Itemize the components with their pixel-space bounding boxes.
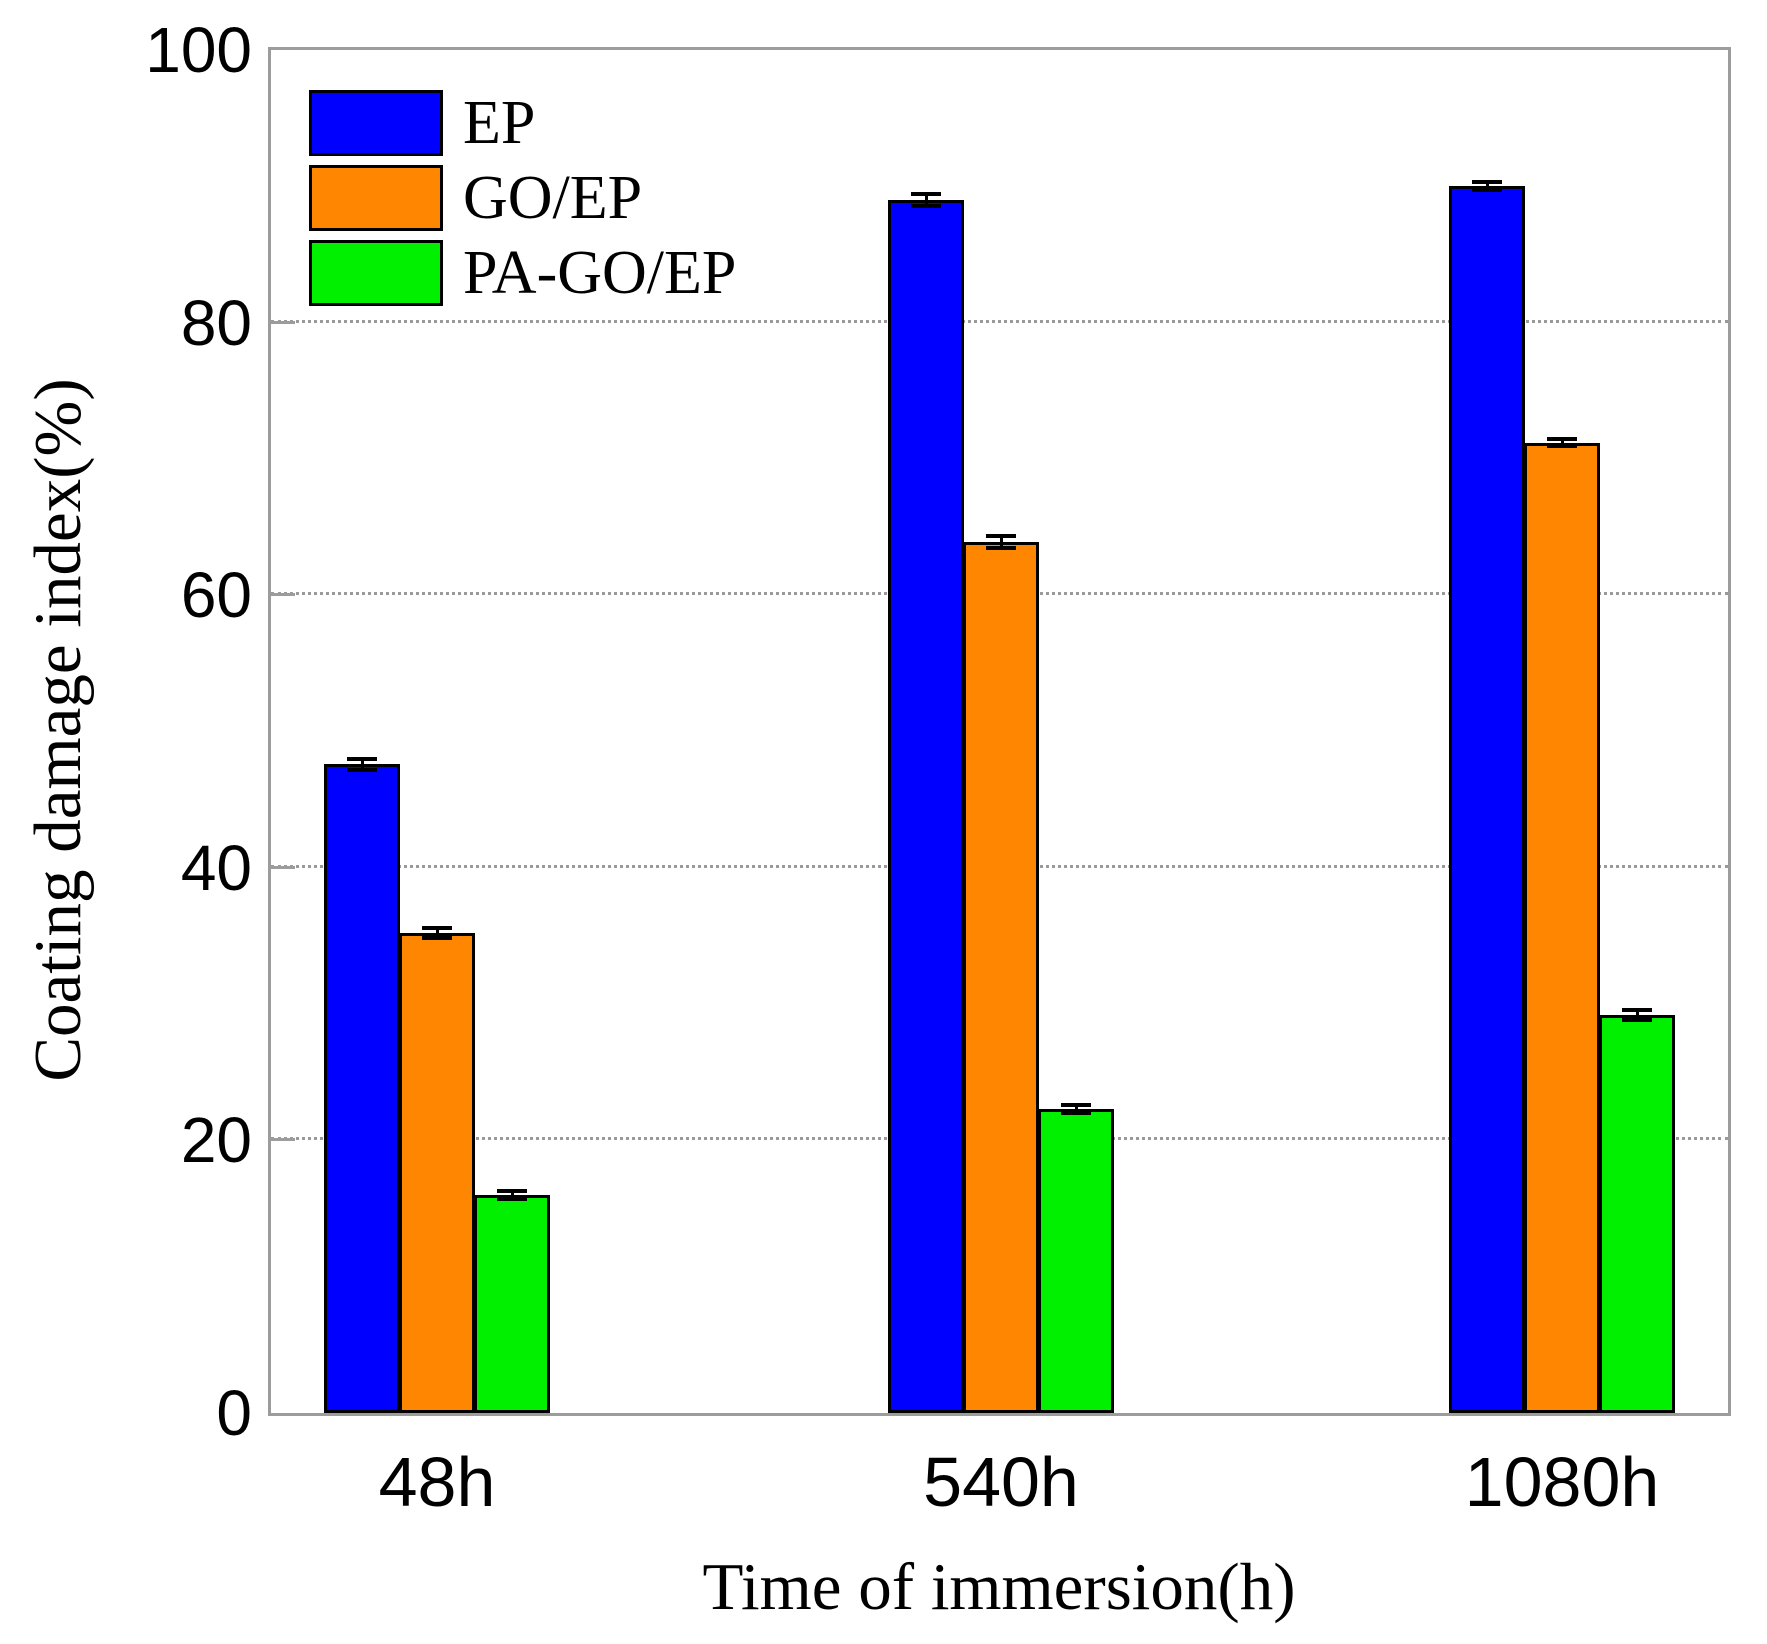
error-bar-cap — [1547, 437, 1577, 442]
error-bar-cap — [422, 926, 452, 931]
y-tick-label: 20 — [180, 1104, 252, 1177]
legend-swatch-ep — [309, 90, 443, 156]
error-bar-cap — [1061, 1111, 1091, 1116]
y-tick-mark — [271, 1138, 295, 1142]
error-bar — [1485, 182, 1489, 191]
error-bar-cap — [1622, 1017, 1652, 1022]
bar-pa-go-ep-1080h — [1599, 1015, 1675, 1413]
error-bar — [360, 758, 364, 770]
error-bar-cap — [986, 533, 1016, 538]
bar-go-ep-540h — [963, 542, 1039, 1413]
x-tick-label: 540h — [923, 1443, 1079, 1521]
plot-area: EP GO/EP PA-GO/EP — [268, 47, 1731, 1416]
legend-item: GO/EP — [309, 165, 736, 231]
legend: EP GO/EP PA-GO/EP — [309, 90, 736, 306]
y-tick-label: 80 — [180, 286, 252, 359]
bar-go-ep-48h — [399, 933, 475, 1413]
legend-label: GO/EP — [463, 164, 643, 232]
legend-swatch-go-ep — [309, 165, 443, 231]
error-bar-cap — [347, 767, 377, 772]
error-bar — [1635, 1010, 1639, 1020]
error-bar-cap — [347, 756, 377, 761]
error-bar-cap — [422, 936, 452, 940]
error-bar — [924, 193, 928, 207]
error-bar-cap — [1061, 1102, 1091, 1107]
error-bar-cap — [497, 1188, 527, 1193]
bar-pa-go-ep-48h — [474, 1194, 550, 1413]
x-axis-title: Time of immersion(h) — [702, 1550, 1296, 1624]
error-bar-cap — [497, 1197, 527, 1202]
legend-item: PA-GO/EP — [309, 240, 736, 306]
error-bar — [510, 1190, 514, 1200]
y-tick-mark — [271, 320, 295, 324]
error-bar-cap — [1472, 188, 1502, 193]
y-tick-label: 60 — [180, 559, 252, 632]
error-bar-cap — [911, 191, 941, 196]
x-tick-label: 48h — [378, 1443, 496, 1521]
legend-swatch-pa-go-ep — [309, 240, 443, 306]
legend-label: EP — [463, 89, 536, 157]
legend-item: EP — [309, 90, 736, 156]
bar-ep-48h — [324, 764, 400, 1413]
error-bar-cap — [986, 546, 1016, 551]
y-tick-mark — [271, 865, 295, 869]
y-tick-label: 0 — [216, 1377, 252, 1449]
error-bar-cap — [1622, 1008, 1652, 1013]
y-gridline — [271, 319, 1728, 323]
y-tick-label: 40 — [180, 831, 252, 904]
error-bar-cap — [911, 204, 941, 209]
y-axis-title: Coating damage index(%) — [21, 378, 95, 1082]
bar-ep-540h — [888, 199, 964, 1413]
bar-go-ep-1080h — [1524, 442, 1600, 1413]
error-bar-cap — [1472, 180, 1502, 185]
bar-ep-1080h — [1449, 186, 1525, 1413]
y-tick-label: 100 — [145, 14, 252, 86]
error-bar-cap — [1547, 443, 1577, 448]
error-bar — [999, 535, 1003, 549]
legend-label: PA-GO/EP — [463, 239, 737, 307]
error-bar — [435, 928, 439, 938]
bar-pa-go-ep-540h — [1038, 1109, 1114, 1413]
error-bar — [1074, 1104, 1078, 1114]
y-tick-mark — [271, 593, 295, 597]
error-bar — [1560, 439, 1564, 446]
x-tick-label: 1080h — [1464, 1443, 1660, 1521]
